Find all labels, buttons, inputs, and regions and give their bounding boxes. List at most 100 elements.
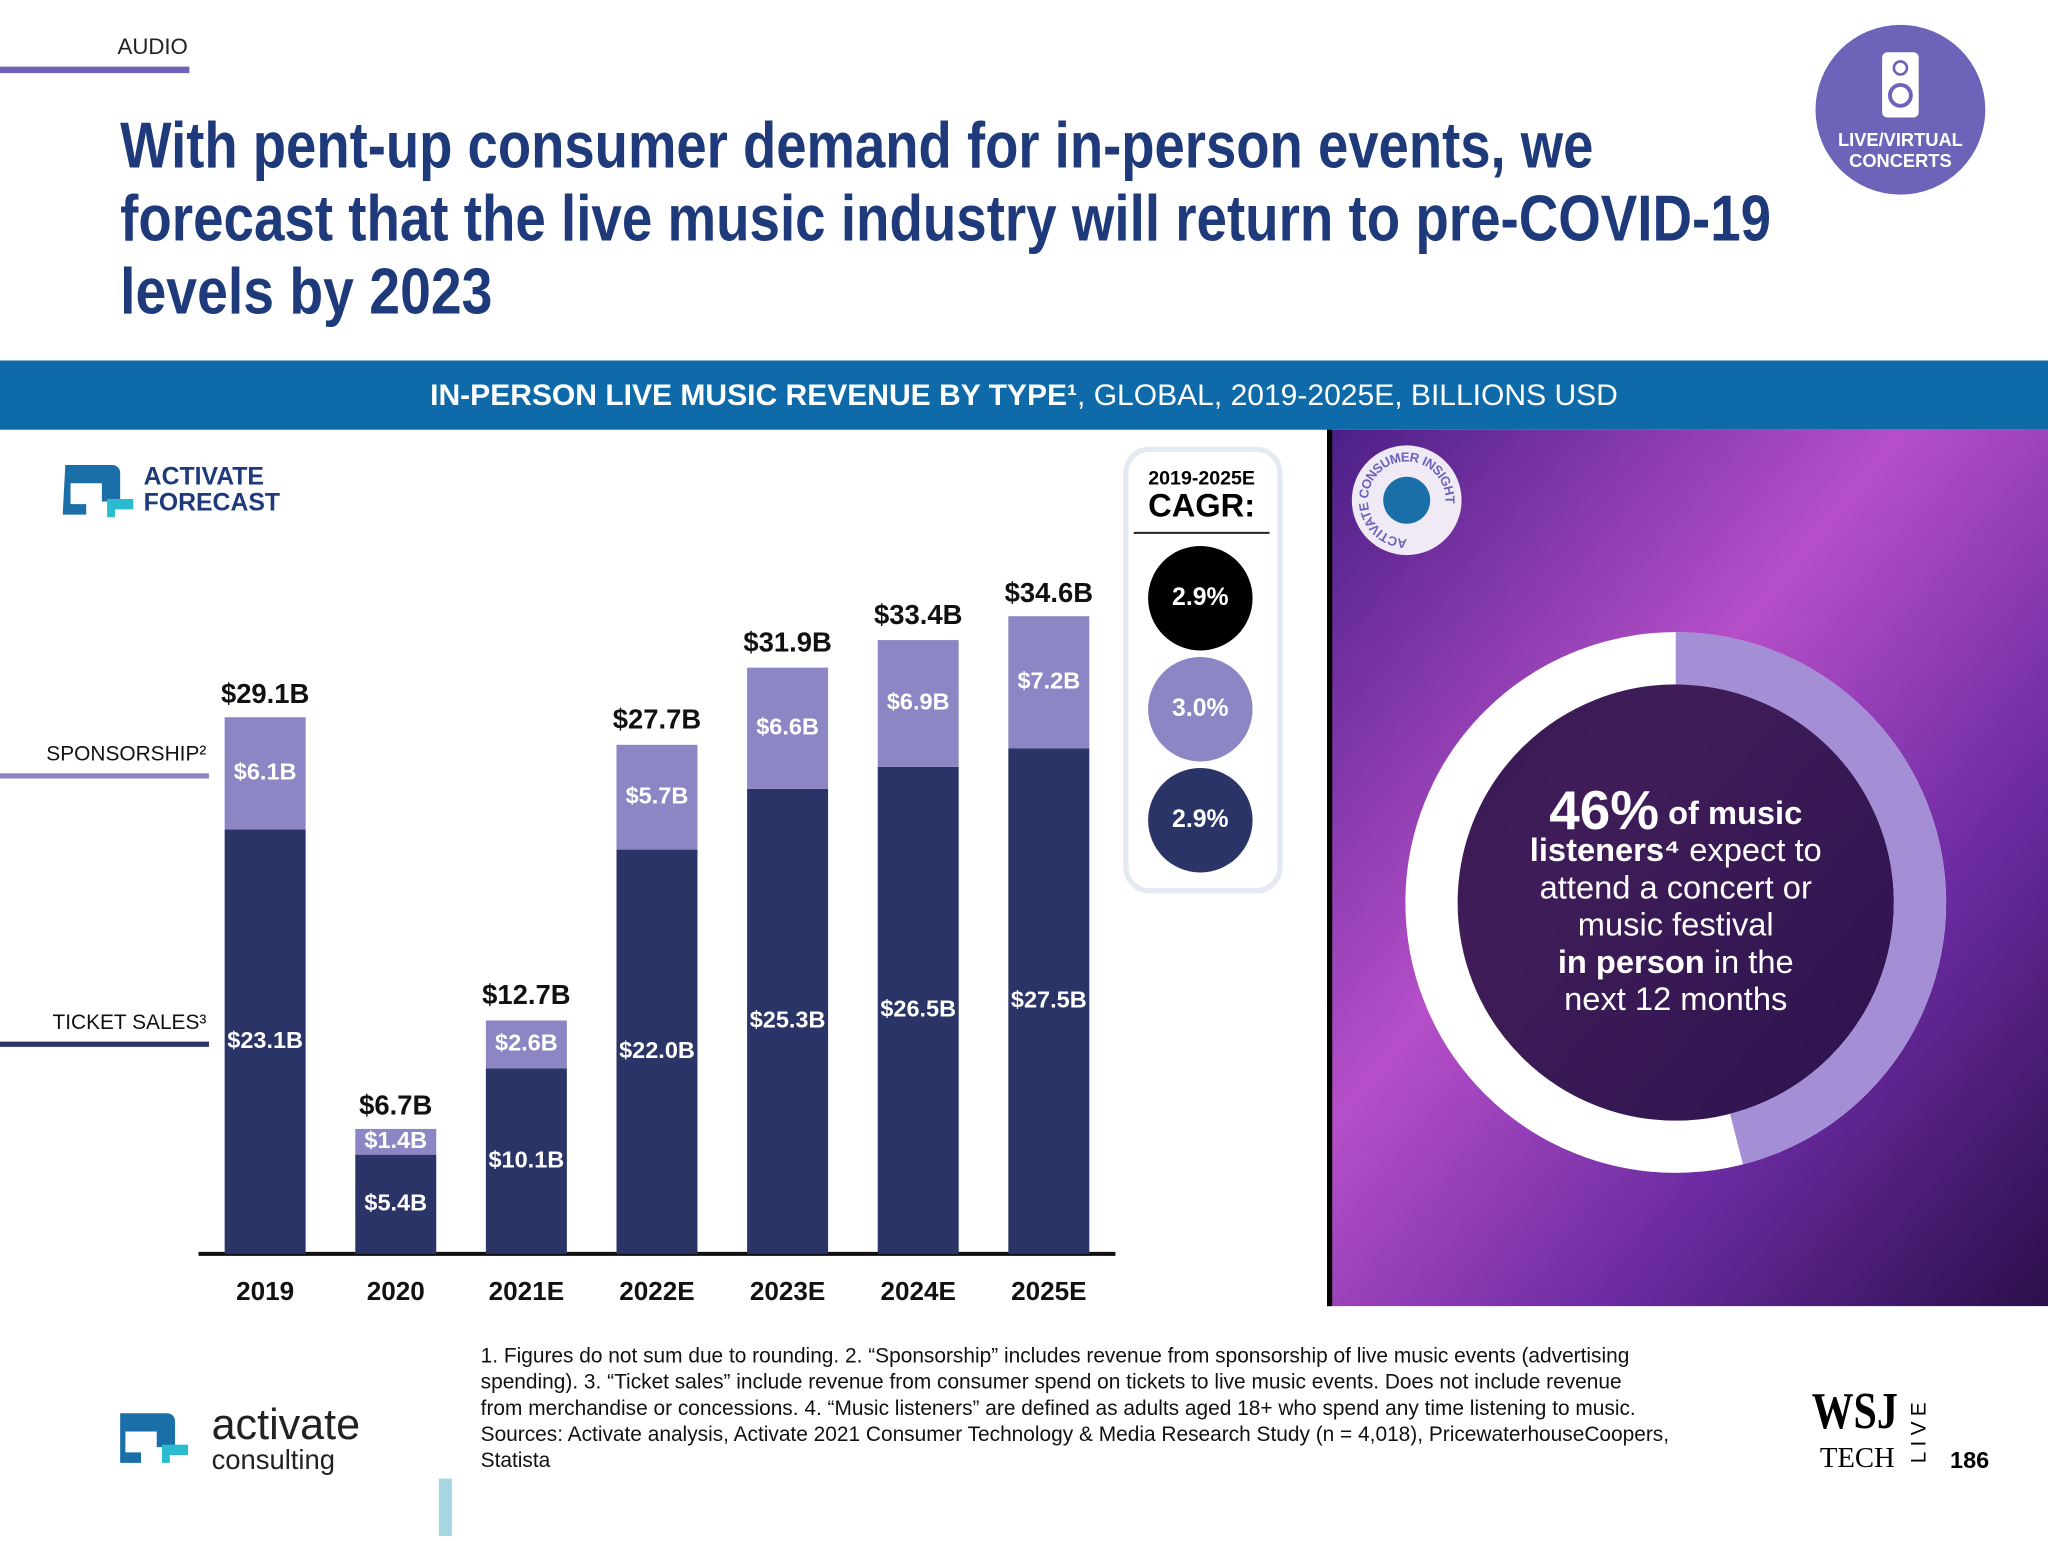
wsj: WSJ	[1812, 1382, 1898, 1440]
title-line: forecast that the live music industry wi…	[120, 182, 1771, 255]
segment-label: $23.1B	[227, 1027, 303, 1053]
title-line: levels by 2023	[120, 255, 492, 328]
footnote-line: 1. Figures do not sum due to rounding. 2…	[481, 1345, 1630, 1368]
bar-segment	[1008, 748, 1090, 1254]
footnote-line: Statista	[481, 1449, 551, 1472]
badge-text: LIVE/VIRTUAL	[1838, 129, 1963, 150]
segment-label: $7.2B	[1017, 668, 1080, 694]
cagr-value: 2.9%	[1172, 806, 1229, 833]
cagr-circle	[1148, 656, 1253, 762]
bar-segment	[485, 1020, 567, 1069]
bar-segment	[747, 667, 829, 789]
cagr-value: 2.9%	[1172, 584, 1229, 611]
bar-segment	[616, 744, 698, 850]
band-text: IN-PERSON LIVE MUSIC REVENUE BY TYPE¹, G…	[430, 379, 1618, 412]
insight-line: next 12 months	[1564, 980, 1787, 1017]
insight-part: attend a concert or	[1540, 868, 1812, 905]
insight-part: music festival	[1578, 905, 1774, 942]
total-label: $12.7B	[482, 979, 570, 1010]
insight-part: of music	[1659, 794, 1802, 831]
bar-segment	[224, 717, 306, 830]
live: LIVE	[1908, 1397, 1931, 1463]
legend-rule	[0, 773, 209, 779]
x-tick-label: 2023E	[750, 1276, 826, 1306]
x-tick-label: 2019	[236, 1276, 294, 1306]
segment-label: $6.6B	[756, 713, 819, 739]
bar-segment	[355, 1128, 437, 1155]
donut-arc	[1675, 632, 1947, 1165]
bar-segment	[1008, 616, 1090, 749]
speaker-icon	[1888, 82, 1913, 108]
total-label: $34.6B	[1005, 577, 1093, 608]
segment-label: $1.4B	[364, 1127, 427, 1153]
insight-badge	[1383, 476, 1431, 524]
insight-value: 46%	[1549, 780, 1659, 842]
title-line: With pent-up consumer demand for in-pers…	[120, 108, 1593, 181]
total-label: $27.7B	[613, 704, 701, 735]
logo-mark	[107, 498, 134, 518]
footnote-line: spending). 3. “Ticket sales” include rev…	[481, 1371, 1622, 1394]
logo-mark	[62, 464, 121, 515]
band-rest: , GLOBAL, 2019-2025E, BILLIONS USD	[1077, 379, 1618, 412]
footnote-line: from merchandise or concessions. 4. “Mus…	[481, 1397, 1636, 1420]
x-tick-label: 2021E	[489, 1276, 565, 1306]
footnotes: 1. Figures do not sum due to rounding. 2…	[481, 1345, 1669, 1472]
accent	[438, 1478, 452, 1536]
insight-part: in the	[1705, 943, 1794, 980]
brand-mark	[161, 1444, 189, 1463]
cagr-label: CAGR:	[1148, 487, 1255, 524]
brand: activate	[212, 1401, 361, 1449]
cagr-period: 2019-2025E	[1148, 468, 1255, 490]
insight-part: listeners⁴	[1530, 831, 1680, 868]
insight-line: listeners⁴ expect to	[1530, 831, 1822, 868]
legend-label: TICKET SALES³	[52, 1011, 206, 1034]
insight-line: attend a concert or	[1540, 868, 1812, 905]
badge-text: CONCERTS	[1849, 150, 1952, 171]
logo-text: FORECAST	[144, 490, 280, 517]
segment-label: $5.4B	[364, 1189, 427, 1215]
insight-part: next 12 months	[1564, 980, 1787, 1017]
segment-label: $27.5B	[1011, 986, 1087, 1012]
band-bold: IN-PERSON LIVE MUSIC REVENUE BY TYPE¹	[430, 379, 1077, 412]
footnote-line: Sources: Activate analysis, Activate 202…	[481, 1423, 1669, 1446]
segment-label: $5.7B	[626, 782, 689, 808]
brand-sub: consulting	[212, 1444, 335, 1475]
insight-part: expect to	[1680, 831, 1822, 868]
brand-mark	[120, 1413, 176, 1463]
bar-segment	[224, 829, 306, 1254]
x-tick-label: 2024E	[880, 1276, 956, 1306]
bar-segment	[877, 640, 959, 767]
total-label: $31.9B	[743, 626, 831, 657]
speaker-icon	[1892, 60, 1909, 76]
bar-segment	[485, 1068, 567, 1254]
bar-segment	[747, 788, 829, 1254]
donut-center	[1456, 683, 1896, 1122]
total-label: $29.1B	[221, 678, 309, 709]
insight-line: in person in the	[1558, 943, 1794, 980]
tech: TECH	[1820, 1442, 1895, 1474]
cagr-circle	[1148, 545, 1253, 651]
segment-label: $6.1B	[234, 759, 297, 785]
bar-segment	[616, 849, 698, 1254]
title: With pent-up consumer demand for in-pers…	[120, 108, 1771, 327]
bar-segment	[355, 1154, 437, 1254]
bar-segment	[877, 766, 959, 1254]
segment-label: $25.3B	[750, 1007, 826, 1033]
x-tick-label: 2025E	[1011, 1276, 1087, 1306]
x-tick-label: 2022E	[619, 1276, 695, 1306]
segment-label: $26.5B	[880, 996, 956, 1022]
insight-line: music festival	[1578, 905, 1774, 942]
legend-rule	[0, 1041, 209, 1047]
cagr-value: 3.0%	[1172, 695, 1229, 722]
page-number: 186	[1950, 1447, 1989, 1473]
logo-text: ACTIVATE	[144, 464, 264, 491]
total-label: $6.7B	[359, 1089, 432, 1120]
section: AUDIO	[118, 34, 188, 59]
x-tick-label: 2020	[367, 1276, 425, 1306]
segment-label: $6.9B	[887, 689, 950, 715]
section-rule	[0, 66, 190, 74]
segment-label: $22.0B	[619, 1037, 695, 1063]
photo-border	[1327, 429, 1333, 1307]
